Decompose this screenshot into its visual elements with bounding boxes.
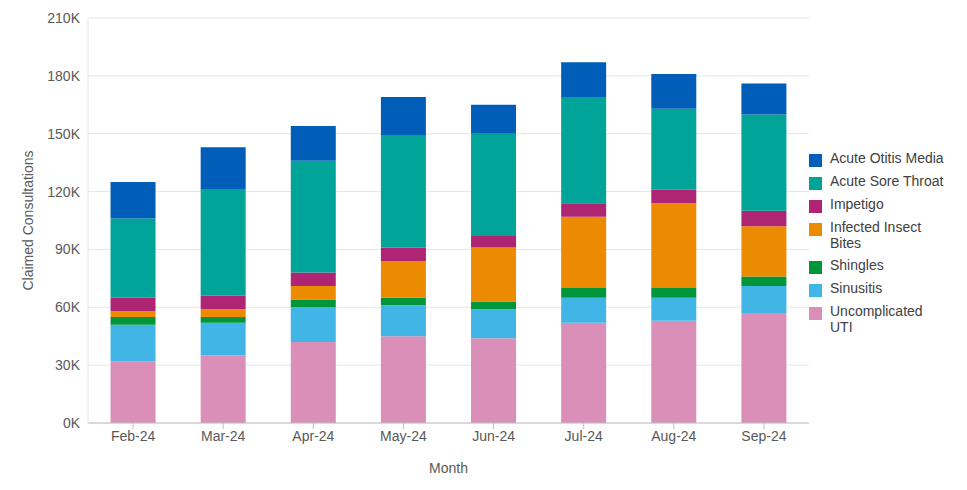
svg-text:150K: 150K: [47, 126, 80, 142]
svg-text:Apr-24: Apr-24: [292, 428, 334, 444]
html-text:Shingles: Shingles: [830, 256, 884, 273]
html-text:Sinusitis: Sinusitis: [830, 279, 883, 296]
svg-text:0K: 0K: [63, 415, 81, 431]
svg-text:Month: Month: [429, 460, 468, 476]
svg-text:210K: 210K: [47, 10, 80, 26]
svg-text:Jul-24: Jul-24: [565, 428, 603, 444]
svg-text:30K: 30K: [55, 357, 81, 373]
svg-text:Claimed Consultations: Claimed Consultations: [20, 150, 36, 290]
html-text:Acute Sore Throat: Acute Sore Throat: [830, 172, 944, 189]
svg-text:90K: 90K: [55, 241, 81, 257]
svg-text:120K: 120K: [47, 184, 80, 200]
svg-text:Feb-24: Feb-24: [111, 428, 156, 444]
svg-text:Sep-24: Sep-24: [741, 428, 786, 444]
svg-text:Jun-24: Jun-24: [472, 428, 515, 444]
html-text:Uncomplicated UTI: Uncomplicated UTI: [830, 302, 923, 335]
svg-text:May-24: May-24: [380, 428, 427, 444]
svg-text:Aug-24: Aug-24: [651, 428, 696, 444]
html-text:Infected Insect Bites: Infected Insect Bites: [830, 218, 922, 251]
html-text:Impetigo: Impetigo: [830, 195, 884, 212]
svg-text:180K: 180K: [47, 68, 80, 84]
svg-text:60K: 60K: [55, 299, 81, 315]
svg-text:Mar-24: Mar-24: [201, 428, 246, 444]
html-text:Acute Otitis Media: Acute Otitis Media: [830, 149, 944, 166]
